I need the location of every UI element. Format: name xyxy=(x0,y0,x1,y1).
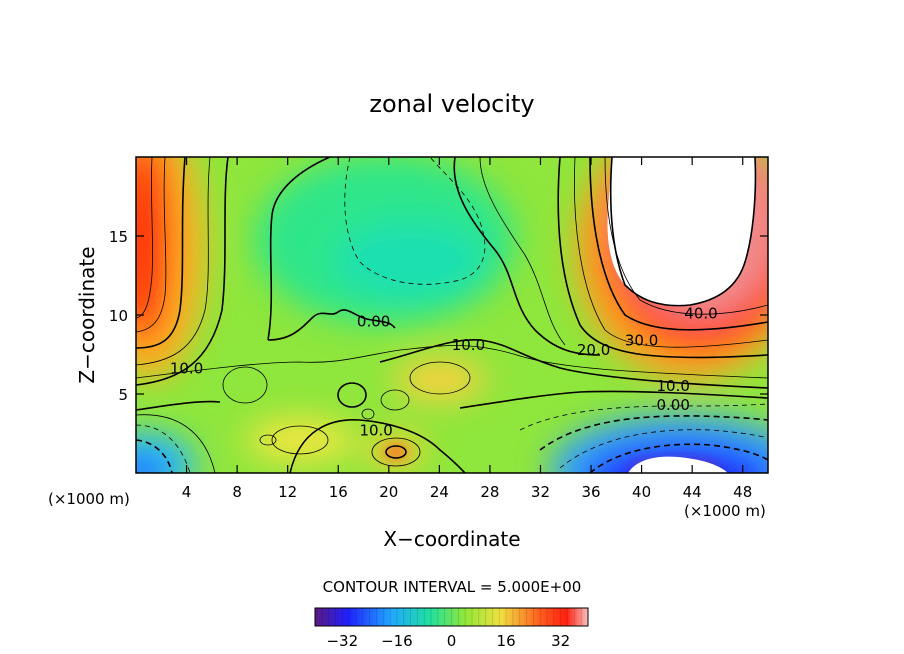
overflow-region xyxy=(607,157,756,306)
contour-label: 10.0 xyxy=(359,421,392,439)
contour-label: 30.0 xyxy=(625,331,658,349)
contour-label: 40.0 xyxy=(684,304,717,322)
x-tick-label: 36 xyxy=(581,483,600,501)
colorbar-stripes xyxy=(321,608,582,626)
x-unit-label-left: (×1000 m) xyxy=(48,490,130,508)
colorbar-tick-label: −16 xyxy=(381,632,413,650)
y-tick-label: 5 xyxy=(118,386,128,404)
x-tick-label: 28 xyxy=(480,483,499,501)
x-tick-label: 48 xyxy=(733,483,752,501)
contour-lines xyxy=(136,157,768,473)
colorbar-tick-label: 0 xyxy=(447,632,457,650)
x-tick-label: 4 xyxy=(182,483,192,501)
y-tick-label: 10 xyxy=(109,307,128,325)
contour-label: 0.00 xyxy=(357,312,390,330)
overflow-region-bottom xyxy=(628,456,728,473)
contour-interval-text: CONTOUR INTERVAL = 5.000E+00 xyxy=(323,578,582,596)
y-tick-label: 15 xyxy=(109,228,128,246)
colorbar-tick-label: −32 xyxy=(326,632,358,650)
x-tick-label: 20 xyxy=(379,483,398,501)
x-tick-label: 8 xyxy=(232,483,242,501)
y-ticks: 5 10 15 xyxy=(109,228,768,404)
contour-label: 10.0 xyxy=(170,360,203,378)
colorbar-ticks: −32 −16 0 16 32 xyxy=(326,632,570,650)
y-axis-label: Z−coordinate xyxy=(75,246,99,383)
chart-title: zonal velocity xyxy=(369,90,534,118)
contour-label: 0.00 xyxy=(656,396,689,414)
colorbar-tick-label: 32 xyxy=(551,632,570,650)
contour-label: 20.0 xyxy=(577,341,610,359)
colorbar-tick-label: 16 xyxy=(497,632,516,650)
x-tick-label: 40 xyxy=(632,483,651,501)
colorbar-bar xyxy=(314,607,589,627)
x-tick-label: 32 xyxy=(531,483,550,501)
x-ticks: 4 8 12 16 20 24 28 32 36 40 44 48 xyxy=(182,157,752,501)
x-tick-label: 12 xyxy=(278,483,297,501)
x-tick-label: 16 xyxy=(329,483,348,501)
x-tick-label: 24 xyxy=(430,483,449,501)
x-axis-label: X−coordinate xyxy=(383,527,520,551)
x-tick-label: 44 xyxy=(683,483,702,501)
x-unit-label-right: (×1000 m) xyxy=(684,502,766,520)
contour-label: 10.0 xyxy=(656,377,689,395)
colorbar: −32 −16 0 16 32 xyxy=(314,607,589,650)
contour-label: 10.0 xyxy=(452,336,485,354)
